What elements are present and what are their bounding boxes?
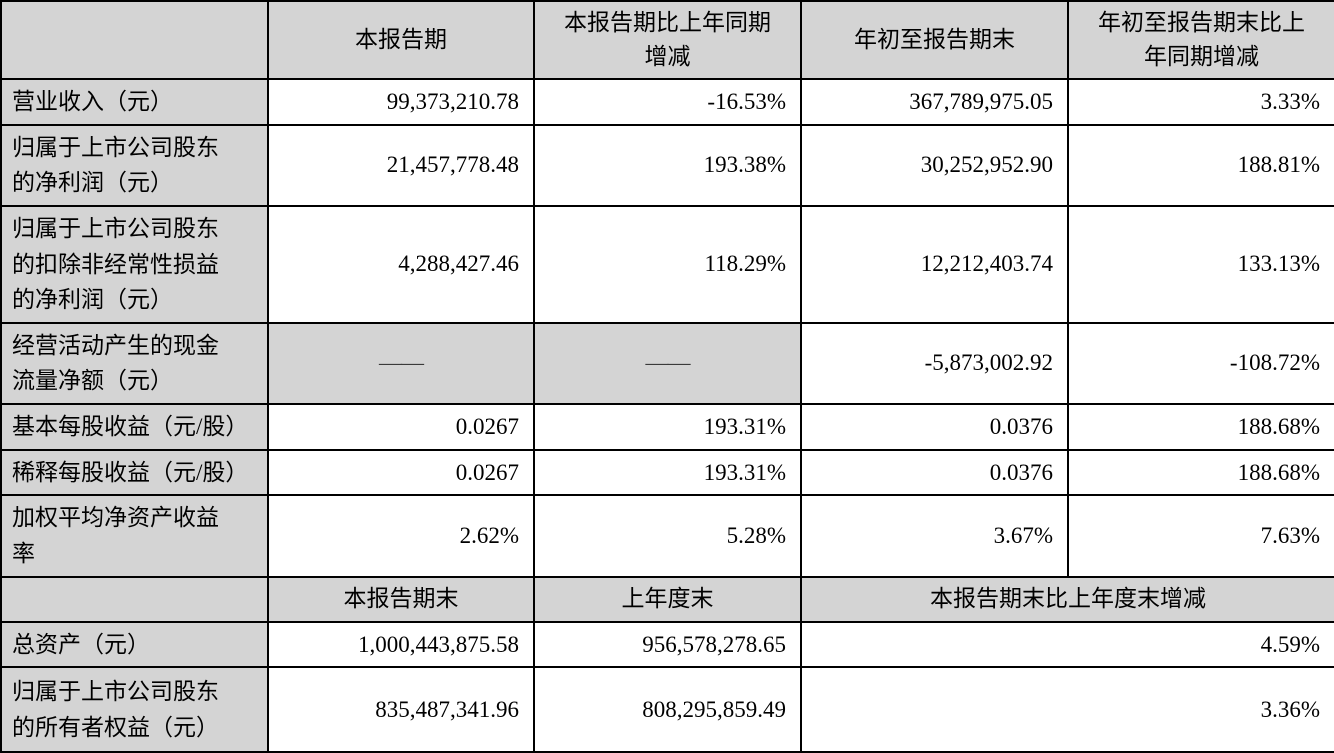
cell-value: 7.63% <box>1067 494 1334 578</box>
cell-value: 0.0376 <box>800 448 1069 497</box>
row-net-profit: 归属于上市公司股东 的净利润（元） 21,457,778.48 193.38% … <box>0 123 1334 207</box>
cell-value: -16.53% <box>533 78 802 126</box>
cell-value: 30,252,952.90 <box>800 123 1069 207</box>
cell-value: 12,212,403.74 <box>800 204 1069 324</box>
row-diluted-eps: 稀释每股收益（元/股） 0.0267 193.31% 0.0376 188.68… <box>0 448 1334 497</box>
table-header-row-period-end: 本报告期末 上年度末 本报告期末比上年度末增减 <box>0 575 1334 623</box>
cell-value: 0.0267 <box>267 448 535 497</box>
row-label: 基本每股收益（元/股） <box>0 403 269 451</box>
corner-cell <box>0 575 269 623</box>
cell-value: 4.59% <box>800 620 1334 669</box>
cell-value: 21,457,778.48 <box>267 123 535 207</box>
cell-value: 188.68% <box>1067 448 1334 497</box>
row-label: 总资产（元） <box>0 620 269 669</box>
cell-value: 188.81% <box>1067 123 1334 207</box>
cell-value: 956,578,278.65 <box>533 620 802 669</box>
col-header-current-vs-prior: 本报告期比上年同期 增减 <box>533 0 802 80</box>
col-header-ytd: 年初至报告期末 <box>800 0 1069 80</box>
cell-value: 367,789,975.05 <box>800 78 1069 126</box>
cell-value: 808,295,859.49 <box>533 666 802 753</box>
cell-value: 0.0376 <box>800 403 1069 451</box>
cell-value: -5,873,002.92 <box>800 321 1069 406</box>
row-operating-cash-flow: 经营活动产生的现金 流量净额（元） —— —— -5,873,002.92 -1… <box>0 321 1334 406</box>
cell-value: 0.0267 <box>267 403 535 451</box>
cell-value: 133.13% <box>1067 204 1334 324</box>
row-label: 加权平均净资产收益 率 <box>0 494 269 578</box>
row-label: 归属于上市公司股东 的扣除非经常性损益 的净利润（元） <box>0 204 269 324</box>
cell-value: 118.29% <box>533 204 802 324</box>
cell-not-applicable: —— <box>267 321 535 406</box>
table-header-row-period: 本报告期 本报告期比上年同期 增减 年初至报告期末 年初至报告期末比上 年同期增… <box>0 0 1334 80</box>
row-label: 营业收入（元） <box>0 78 269 126</box>
cell-value: 4,288,427.46 <box>267 204 535 324</box>
cell-value: 2.62% <box>267 494 535 578</box>
col-header-current-period: 本报告期 <box>267 0 535 80</box>
cell-value: 99,373,210.78 <box>267 78 535 126</box>
row-label: 归属于上市公司股东 的净利润（元） <box>0 123 269 207</box>
cell-value: 5.28% <box>533 494 802 578</box>
cell-value: -108.72% <box>1067 321 1334 406</box>
row-operating-revenue: 营业收入（元） 99,373,210.78 -16.53% 367,789,97… <box>0 78 1334 126</box>
row-total-assets: 总资产（元） 1,000,443,875.58 956,578,278.65 4… <box>0 620 1334 669</box>
cell-value: 188.68% <box>1067 403 1334 451</box>
col-header-period-end-change: 本报告期末比上年度末增减 <box>800 575 1334 623</box>
cell-value: 3.67% <box>800 494 1069 578</box>
cell-value: 193.31% <box>533 448 802 497</box>
col-header-ytd-vs-prior: 年初至报告期末比上 年同期增减 <box>1067 0 1334 80</box>
col-header-prior-year-end: 上年度末 <box>533 575 802 623</box>
cell-value: 193.31% <box>533 403 802 451</box>
col-header-period-end: 本报告期末 <box>267 575 535 623</box>
cell-value: 3.33% <box>1067 78 1334 126</box>
row-net-profit-excl-nonrecurring: 归属于上市公司股东 的扣除非经常性损益 的净利润（元） 4,288,427.46… <box>0 204 1334 324</box>
cell-value: 835,487,341.96 <box>267 666 535 753</box>
cell-value: 3.36% <box>800 666 1334 753</box>
corner-cell <box>0 0 269 80</box>
row-basic-eps: 基本每股收益（元/股） 0.0267 193.31% 0.0376 188.68… <box>0 403 1334 451</box>
cell-value: 1,000,443,875.58 <box>267 620 535 669</box>
row-weighted-avg-roe: 加权平均净资产收益 率 2.62% 5.28% 3.67% 7.63% <box>0 494 1334 578</box>
cell-value: 193.38% <box>533 123 802 207</box>
row-label: 归属于上市公司股东 的所有者权益（元） <box>0 666 269 753</box>
row-label: 经营活动产生的现金 流量净额（元） <box>0 321 269 406</box>
cell-not-applicable: —— <box>533 321 802 406</box>
row-label: 稀释每股收益（元/股） <box>0 448 269 497</box>
row-shareholders-equity: 归属于上市公司股东 的所有者权益（元） 835,487,341.96 808,2… <box>0 666 1334 753</box>
